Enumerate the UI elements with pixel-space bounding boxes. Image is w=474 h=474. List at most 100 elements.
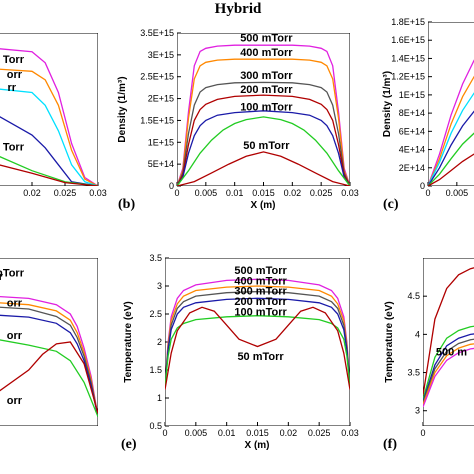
series-line-5 [165,306,350,390]
x-tick-label: 0 [425,188,430,198]
y-tick-label: 0.5 [149,421,162,431]
x-tick-label: 0.025 [310,188,333,198]
panel-c: 0 0.005 0 2E+14 4E+14 6E+14 8E+14 1E+15 1.2E+15 1… [382,17,474,212]
series-line-5 [428,153,474,186]
series-line-1 [0,302,98,417]
x-tick-label: 0.01 [226,188,244,198]
series-line-3 [428,110,474,186]
x-tick-label: 0 [174,188,179,198]
series-annotation: 300 mTorr [0,271,4,283]
x-tick-label: 0.005 [195,188,218,198]
x-tick-label: 0 [420,428,425,438]
series-line-4 [428,132,474,186]
series-line-0 [428,59,474,186]
y-tick-label: 0 [169,181,174,191]
y-tick-label: 4.5 [407,291,420,301]
series-annotation: 300 mTorr [240,70,293,82]
series-line-2 [423,333,474,402]
x-tick-label: 0.03 [341,428,359,438]
panel-label: (e) [121,437,137,452]
x-tick-label: 0.015 [246,428,269,438]
series-line-1 [423,325,474,400]
series-line-0 [0,295,98,417]
series-group [423,267,474,408]
x-tick-label: 0.03 [341,188,359,198]
y-tick-label: 1.8E+15 [391,17,425,27]
y-tick-label: 2.5 [149,309,162,319]
y-tick-label: 1E+15 [148,137,174,147]
x-tick-label: 0.02 [284,188,302,198]
series-line-2 [428,92,474,186]
y-tick-label: 4E+14 [399,145,425,155]
series-annotation: Torr [3,54,25,66]
series-line-6 [177,151,350,186]
y-tick-label: 3.5 [407,368,420,378]
y-tick-label: 1 [157,393,162,403]
series-annotation: orr [7,395,23,407]
series-line-2 [0,306,98,417]
x-axis-label: X (m) [251,200,276,211]
series-annotation: 100 mTorr [240,101,293,113]
y-tick-label: 2 [157,337,162,347]
y-tick-label: 8E+14 [399,108,425,118]
series-line-1 [0,68,98,186]
series-annotation: orr [7,298,23,310]
panel-d: 300 mTorrnTorr orr orr orr [0,258,98,426]
x-tick-label: 0.01 [218,428,236,438]
y-axis-label: Temperature (eV) [384,301,395,383]
series-line-3 [165,297,350,387]
y-tick-label: 3.5E+15 [140,28,174,38]
series-line-0 [423,267,474,396]
x-tick-label: 0.005 [185,428,208,438]
series-line-2 [165,290,350,387]
y-axis-label: Density (1/m³) [117,76,128,142]
y-tick-label: 3 [157,281,162,291]
x-axis-label: X (m) [245,440,270,451]
y-tick-label: 3.5 [149,253,162,263]
y-tick-label: 4 [415,329,420,339]
series-line-1 [177,58,350,186]
series-annotation: orr [7,69,23,81]
series-line-4 [177,110,350,186]
series-annotation: 300 mTorr [234,285,287,297]
x-tick-label: 0.025 [308,428,331,438]
series-annotation: 50 mTorr [237,351,284,363]
x-tick-label: 0.005 [446,188,469,198]
y-tick-label: 2.5E+15 [140,72,174,82]
y-tick-label: 3E+15 [148,50,174,60]
series-line-0 [0,48,98,186]
series-line-1 [165,285,350,387]
y-tick-label: 3 [415,406,420,416]
series-annotation: 400 mTorr [234,275,287,287]
series-line-5 [423,347,474,408]
series-annotation: orr [7,330,23,342]
series-line-3 [0,116,98,186]
panel-label: (f) [383,437,397,452]
series-group [177,44,350,186]
series-annotation: 200 mTorr [240,84,293,96]
series-line-4 [423,343,474,405]
series-annotation: 500 mTorr [234,265,287,277]
x-tick-label: 0.03 [89,188,107,198]
y-axis-label: Temperature (eV) [123,301,134,383]
series-group [428,59,474,186]
series-line-5 [177,116,350,186]
series-annotation: 100 mTorr [234,307,287,319]
y-tick-label: 1.5 [149,365,162,375]
y-tick-label: 1.6E+15 [391,35,425,45]
panel-f: 0 3 3.5 4 4.5 Temperature (eV) (f) 500 m [383,258,474,452]
series-line-3 [423,338,474,404]
series-line-4 [0,156,98,186]
x-tick-label: 0 [162,428,167,438]
series-line-5 [0,341,98,414]
y-tick-label: 5E+14 [148,159,174,169]
series-line-0 [165,278,350,387]
series-line-2 [0,88,98,186]
series-annotation: 500 m [436,347,467,359]
y-tick-label: 1E+15 [399,90,425,100]
panel-e: 0 0.005 0.01 0.015 0.02 0.025 0.03 0.5 1 1.5 2 2.5 3… [121,253,359,452]
series-annotation: 400 mTorr [240,47,293,59]
y-tick-label: 2E+15 [148,94,174,104]
series-group [0,48,98,186]
